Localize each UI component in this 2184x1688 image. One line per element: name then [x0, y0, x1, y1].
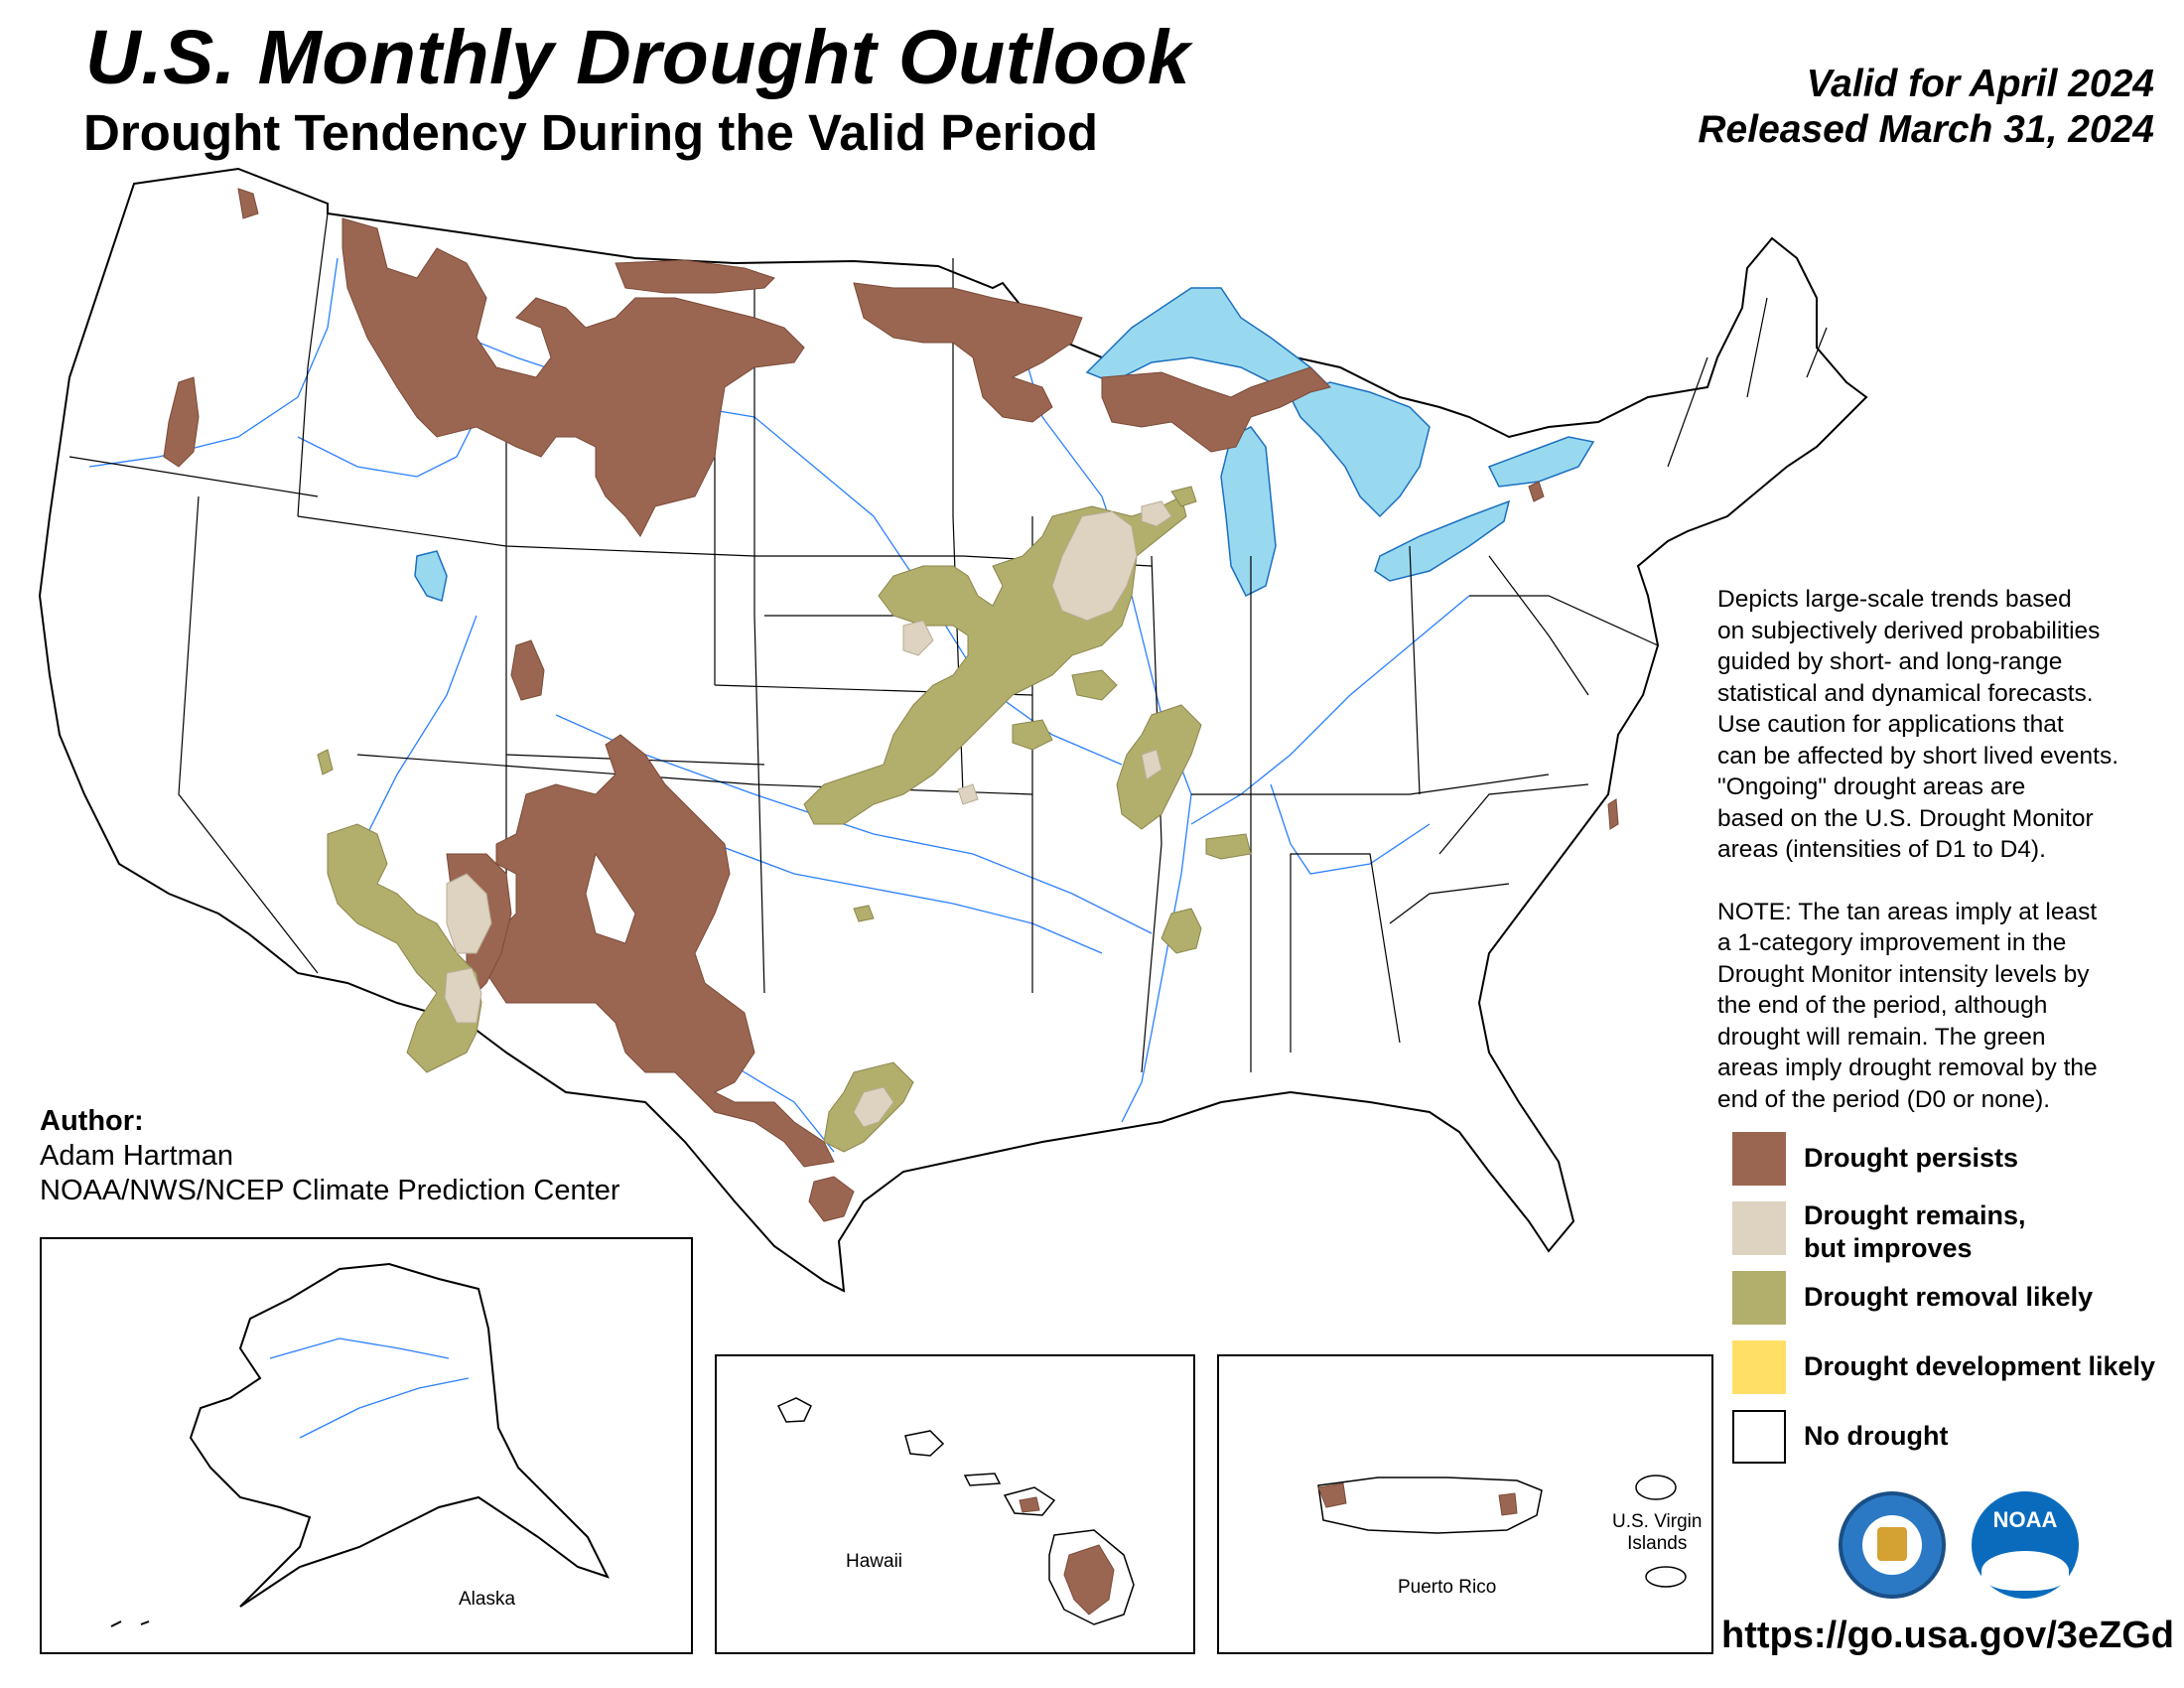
outlook-link[interactable]: https://go.usa.gov/3eZGd	[1721, 1615, 2175, 1656]
improves-minnesota-small	[1141, 500, 1172, 527]
legend-swatch	[1732, 1410, 1786, 1464]
description-paragraph: Depicts large-scale trends based on subj…	[1717, 586, 2119, 863]
legend-item-removal: Drought removal likely	[1732, 1271, 2184, 1331]
map-title: U.S. Monthly Drought Outlook	[85, 15, 1191, 100]
legend-label: Drought development likely	[1804, 1351, 2156, 1381]
persist-idaho-top	[237, 188, 259, 219]
puerto-rico-inset: Puerto Rico U.S. Virgin Islands	[1217, 1354, 1713, 1654]
red-river	[714, 843, 1103, 954]
lake-huron	[1289, 381, 1431, 518]
hawaii-inset: Hawaii	[715, 1354, 1195, 1654]
improves-nebraska-small	[902, 620, 934, 656]
legend-label: Drought persists	[1804, 1143, 2019, 1173]
lake-erie	[1374, 499, 1511, 582]
legend-swatch	[1732, 1271, 1786, 1325]
persist-northern-rockies	[341, 217, 805, 537]
legend-label: Drought remains, but improves	[1804, 1200, 2026, 1263]
improves-arizona-south	[444, 967, 482, 1024]
removal-illinois-north	[1170, 486, 1197, 507]
map-subtitle: Drought Tendency During the Valid Period	[83, 104, 1098, 161]
persist-washington	[163, 376, 200, 468]
improves-texas	[853, 1086, 894, 1128]
ohio-river	[1190, 595, 1470, 825]
tennessee-river	[1270, 783, 1431, 875]
legend-label: Drought removal likely	[1804, 1282, 2094, 1312]
snake-river	[297, 416, 478, 478]
legend-label: No drought	[1804, 1421, 1949, 1451]
author-name: Adam Hartman	[40, 1140, 234, 1172]
drought-persists-areas	[163, 188, 1619, 1222]
great-salt-lake	[414, 550, 448, 602]
persist-maine	[1528, 481, 1545, 502]
improves-missouri-small	[1141, 749, 1162, 780]
hawaii-label: Hawaii	[846, 1551, 903, 1572]
improves-kansas-small	[957, 783, 979, 805]
noaa-logo-text: NOAA	[1992, 1507, 2058, 1532]
drought-improves-areas	[444, 500, 1172, 1128]
legend-item-no-drought: No drought	[1732, 1410, 2184, 1470]
removal-nevada-small	[317, 749, 334, 775]
author-organization: NOAA/NWS/NCEP Climate Prediction Center	[40, 1175, 620, 1206]
persist-montana-north	[614, 259, 775, 294]
legend-item-development: Drought development likely	[1732, 1340, 2184, 1400]
noaa-logo-icon: NOAA	[1972, 1491, 2079, 1599]
great-lakes	[414, 287, 1595, 602]
alaska-shape	[110, 1262, 610, 1627]
removal-kansas-small	[1012, 719, 1053, 751]
legend-swatch	[1732, 1132, 1786, 1186]
improves-arizona	[446, 873, 492, 954]
removal-mississippi	[1160, 908, 1202, 954]
removal-iowa-small	[1071, 669, 1118, 701]
author-block: Author: Adam Hartman NOAA/NWS/NCEP Clima…	[40, 1104, 619, 1208]
release-date: Released March 31, 2024	[1698, 108, 2154, 151]
improves-iowa	[1051, 510, 1138, 622]
usvi-label: U.S. Virgin Islands	[1612, 1511, 1703, 1554]
alaska-label: Alaska	[459, 1589, 516, 1610]
persist-nc	[1607, 798, 1619, 830]
removal-oklahoma-small	[853, 905, 875, 922]
legend-item-persists: Drought persists	[1732, 1132, 2184, 1192]
valid-period: Valid for April 2024	[1806, 63, 2154, 105]
alaska-inset: Alaska	[40, 1237, 693, 1654]
hawaii-shape	[776, 1397, 1135, 1625]
lake-michigan	[1220, 426, 1277, 598]
persist-wisconsin-upper	[1101, 366, 1331, 453]
legend-swatch	[1732, 1201, 1786, 1255]
author-heading: Author:	[40, 1105, 144, 1137]
removal-arizona	[327, 823, 482, 1073]
persist-colorado-west	[510, 639, 545, 701]
legend-swatch	[1732, 1340, 1786, 1394]
description-note: NOTE: The tan areas imply at least a 1-c…	[1717, 898, 2098, 1113]
map-description: Depicts large-scale trends based on subj…	[1717, 584, 2166, 1146]
columbia-river	[88, 257, 339, 468]
legend-item-improves: Drought remains, but improves	[1732, 1200, 2184, 1263]
lake-ontario	[1487, 436, 1595, 488]
puerto-rico-label: Puerto Rico	[1398, 1577, 1497, 1598]
validity-block: Valid for April 2024 Released March 31, …	[1698, 62, 2154, 153]
persist-texas-south	[808, 1176, 855, 1222]
department-of-commerce-seal-icon	[1839, 1491, 1946, 1599]
puerto-rico-shape	[1317, 1475, 1687, 1588]
persist-minnesota	[853, 282, 1083, 423]
removal-tennessee	[1205, 833, 1252, 860]
